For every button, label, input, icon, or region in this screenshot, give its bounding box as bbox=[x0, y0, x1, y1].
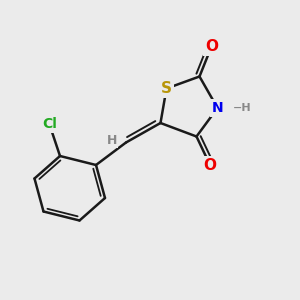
Text: O: O bbox=[203, 158, 217, 172]
Text: S: S bbox=[161, 81, 172, 96]
Text: O: O bbox=[205, 39, 218, 54]
Text: N: N bbox=[212, 101, 223, 115]
Text: Cl: Cl bbox=[42, 118, 57, 131]
Text: −H: −H bbox=[233, 103, 252, 113]
Text: H: H bbox=[106, 134, 117, 147]
